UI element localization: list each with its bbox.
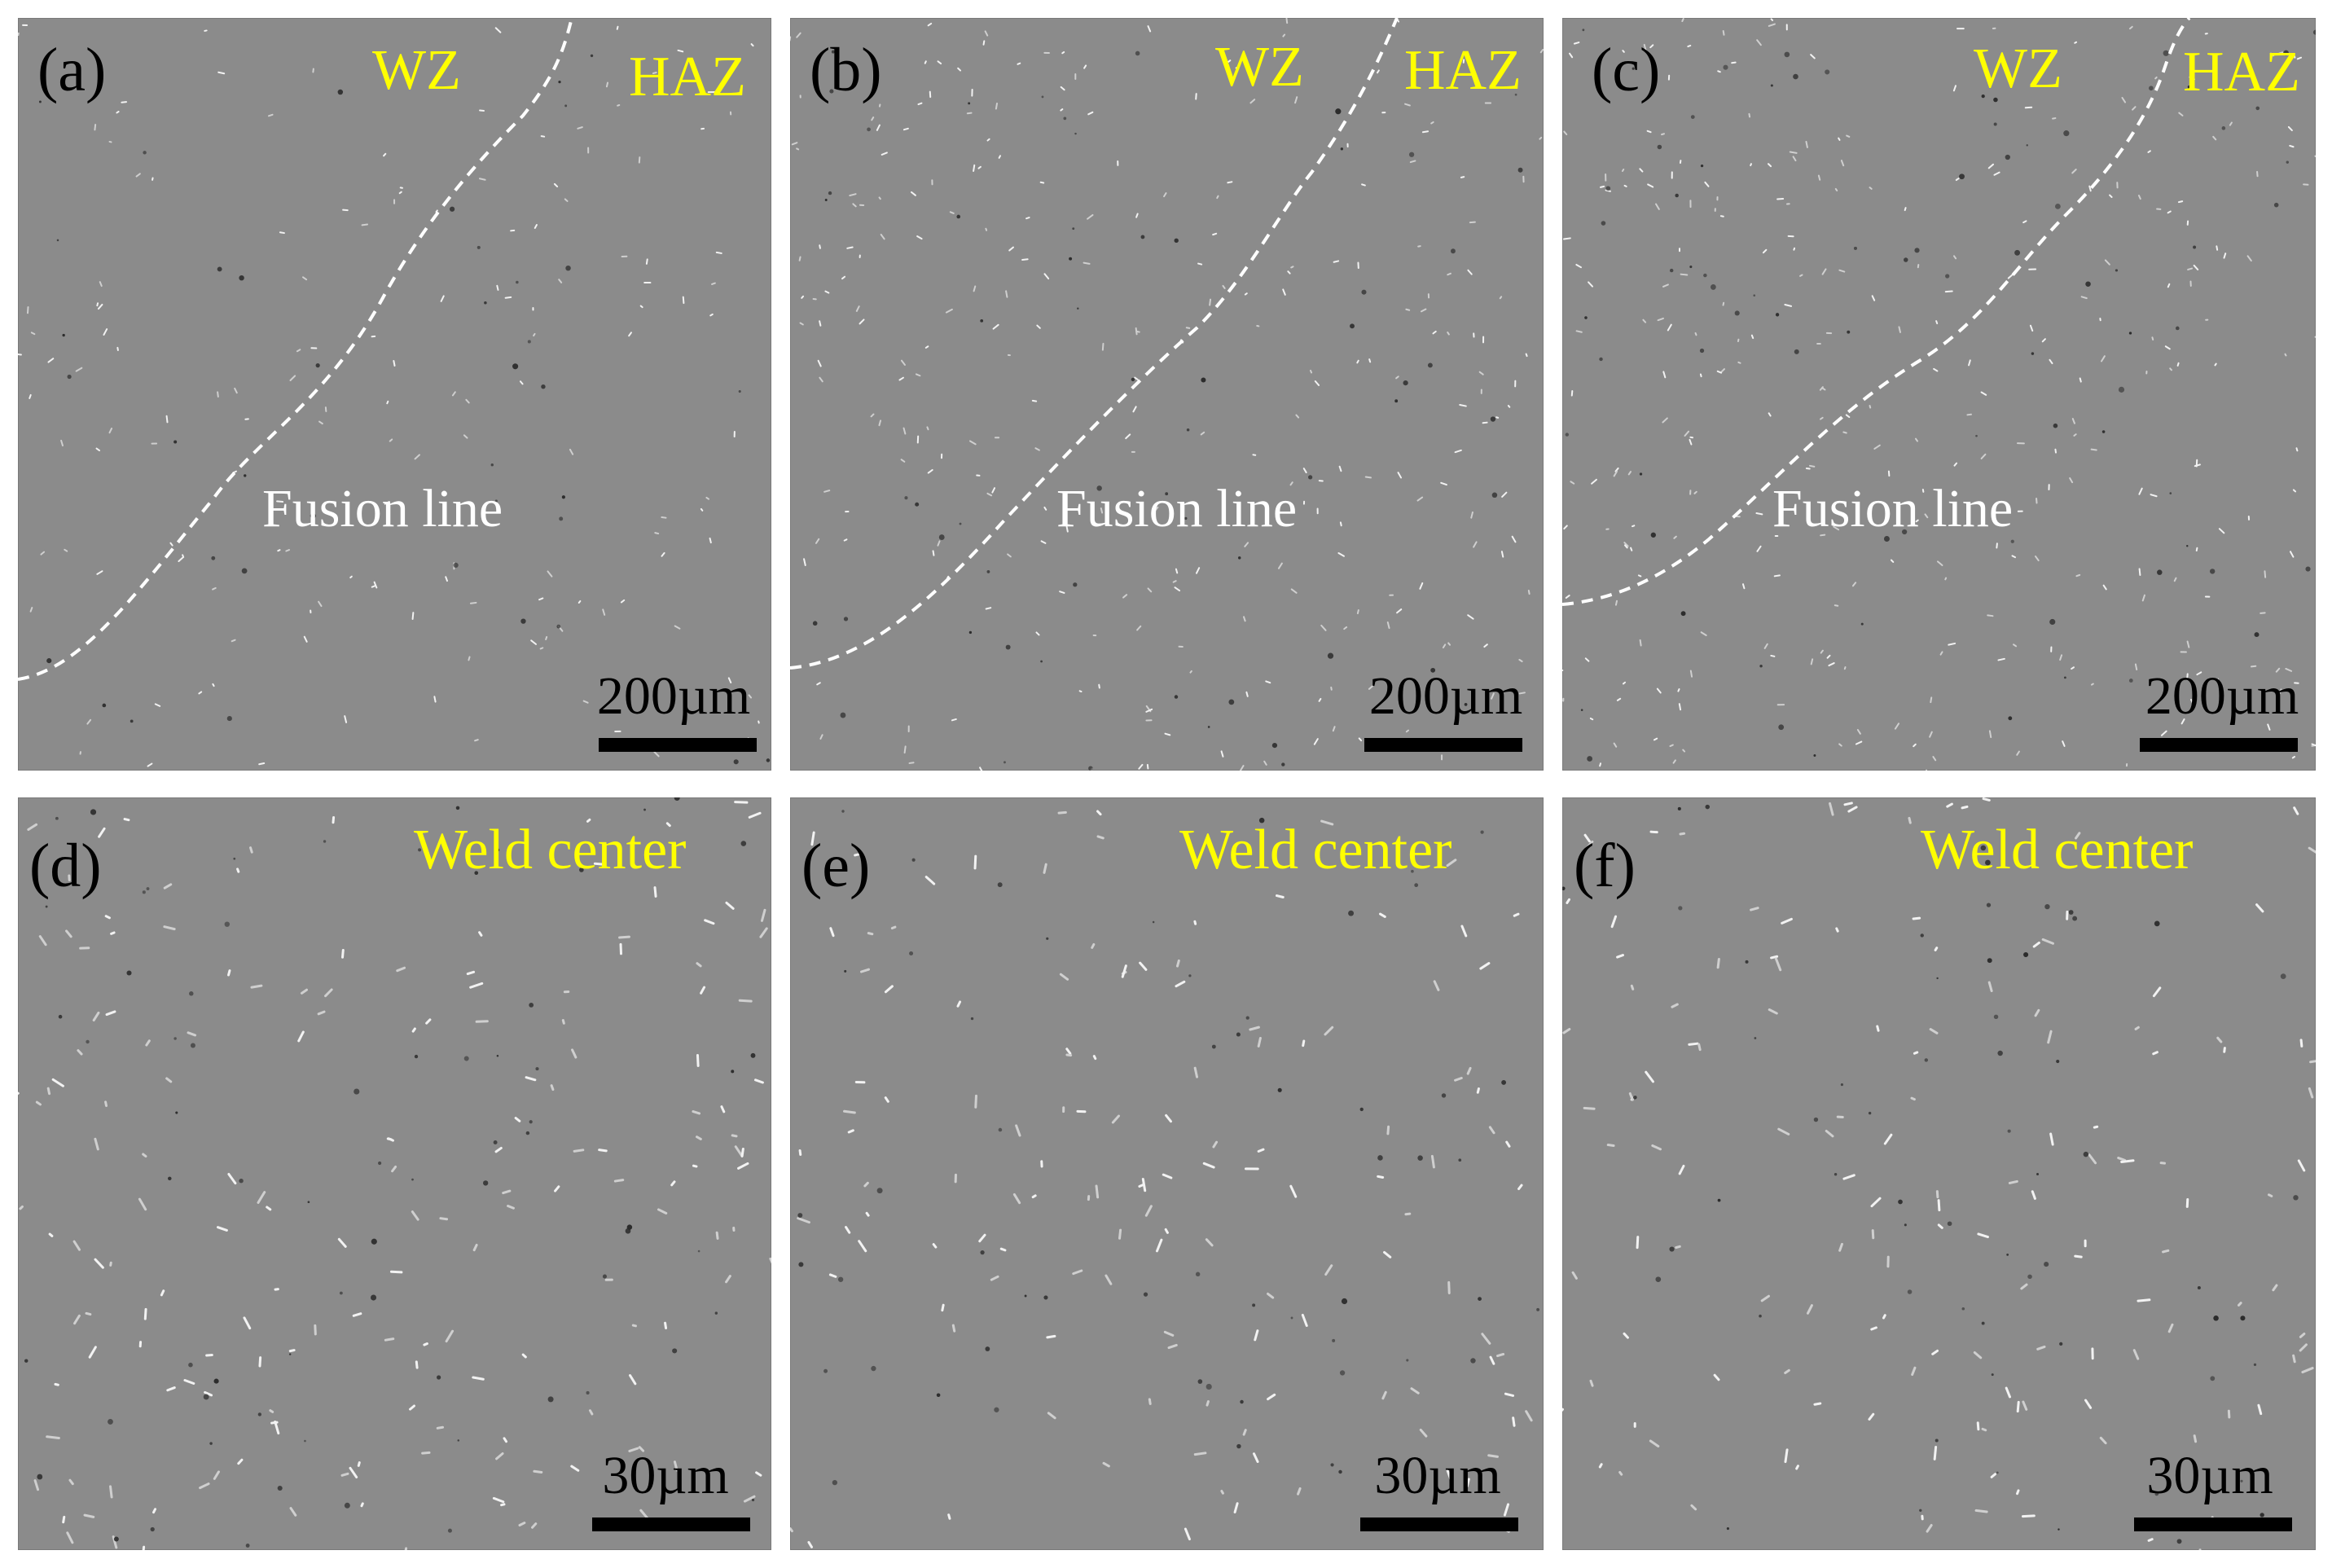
zone-label-wz: WZ: [1215, 36, 1304, 99]
scale-bar-label: 200µm: [1368, 666, 1523, 726]
scale-bar: [1364, 738, 1522, 752]
micrograph-panel-a: (a) WZ HAZ Fusion line 200µm: [18, 18, 771, 771]
scale-bar: [2140, 738, 2298, 752]
micrograph-panel-c: (c) WZ HAZ Fusion line 200µm: [1562, 18, 2316, 771]
fusion-line-label: Fusion line: [1772, 479, 2014, 538]
scale-bar: [599, 738, 757, 752]
region-label: Weld center: [1921, 819, 2194, 881]
zone-label-haz: HAZ: [1404, 39, 1522, 102]
zone-label-wz: WZ: [1974, 37, 2062, 100]
micrograph-panel-b: (b) WZ HAZ Fusion line 200µm: [790, 18, 1544, 771]
fusion-line-label: Fusion line: [1056, 479, 1298, 538]
micrograph-panel-f: (f) Weld center 30µm: [1562, 797, 2316, 1550]
sem-texture-a: [18, 24, 771, 767]
panel-tag: (a): [37, 36, 107, 104]
scale-bar-label: 30µm: [2146, 1446, 2273, 1505]
scale-bar: [592, 1517, 750, 1531]
zone-label-haz: HAZ: [629, 46, 746, 108]
panel-tag: (d): [29, 832, 102, 900]
panel-tag: (b): [810, 36, 882, 104]
scale-bar-label: 200µm: [596, 666, 751, 726]
zone-label-wz: WZ: [372, 39, 461, 102]
panel-tag: (f): [1574, 832, 1636, 900]
fusion-line-label: Fusion line: [262, 479, 503, 538]
sem-texture-f: [1562, 797, 2316, 1550]
region-label: Weld center: [1179, 819, 1452, 881]
panel-tag: (e): [801, 832, 871, 900]
scale-bar-label: 30µm: [1374, 1446, 1501, 1505]
scale-bar-label: 30µm: [602, 1446, 729, 1505]
fusion-line-boundary: [1562, 18, 2191, 606]
scale-bar: [1360, 1517, 1518, 1531]
sem-texture-e: [790, 810, 1540, 1548]
micrograph-panel-d: (d) Weld center 30µm: [18, 797, 771, 1550]
zone-label-haz: HAZ: [2183, 41, 2300, 103]
fusion-line-boundary: [18, 18, 573, 681]
panel-tag: (c): [1592, 36, 1661, 104]
sem-texture-b: [790, 18, 1544, 771]
fusion-line-boundary: [790, 18, 1399, 670]
sem-texture-c: [1562, 18, 2316, 771]
micrograph-panel-e: (e) Weld center 30µm: [790, 797, 1544, 1550]
scale-bar: [2134, 1517, 2292, 1531]
region-label: Weld center: [414, 819, 687, 881]
sem-texture-d: [18, 797, 771, 1550]
scale-bar-label: 200µm: [2145, 666, 2299, 726]
